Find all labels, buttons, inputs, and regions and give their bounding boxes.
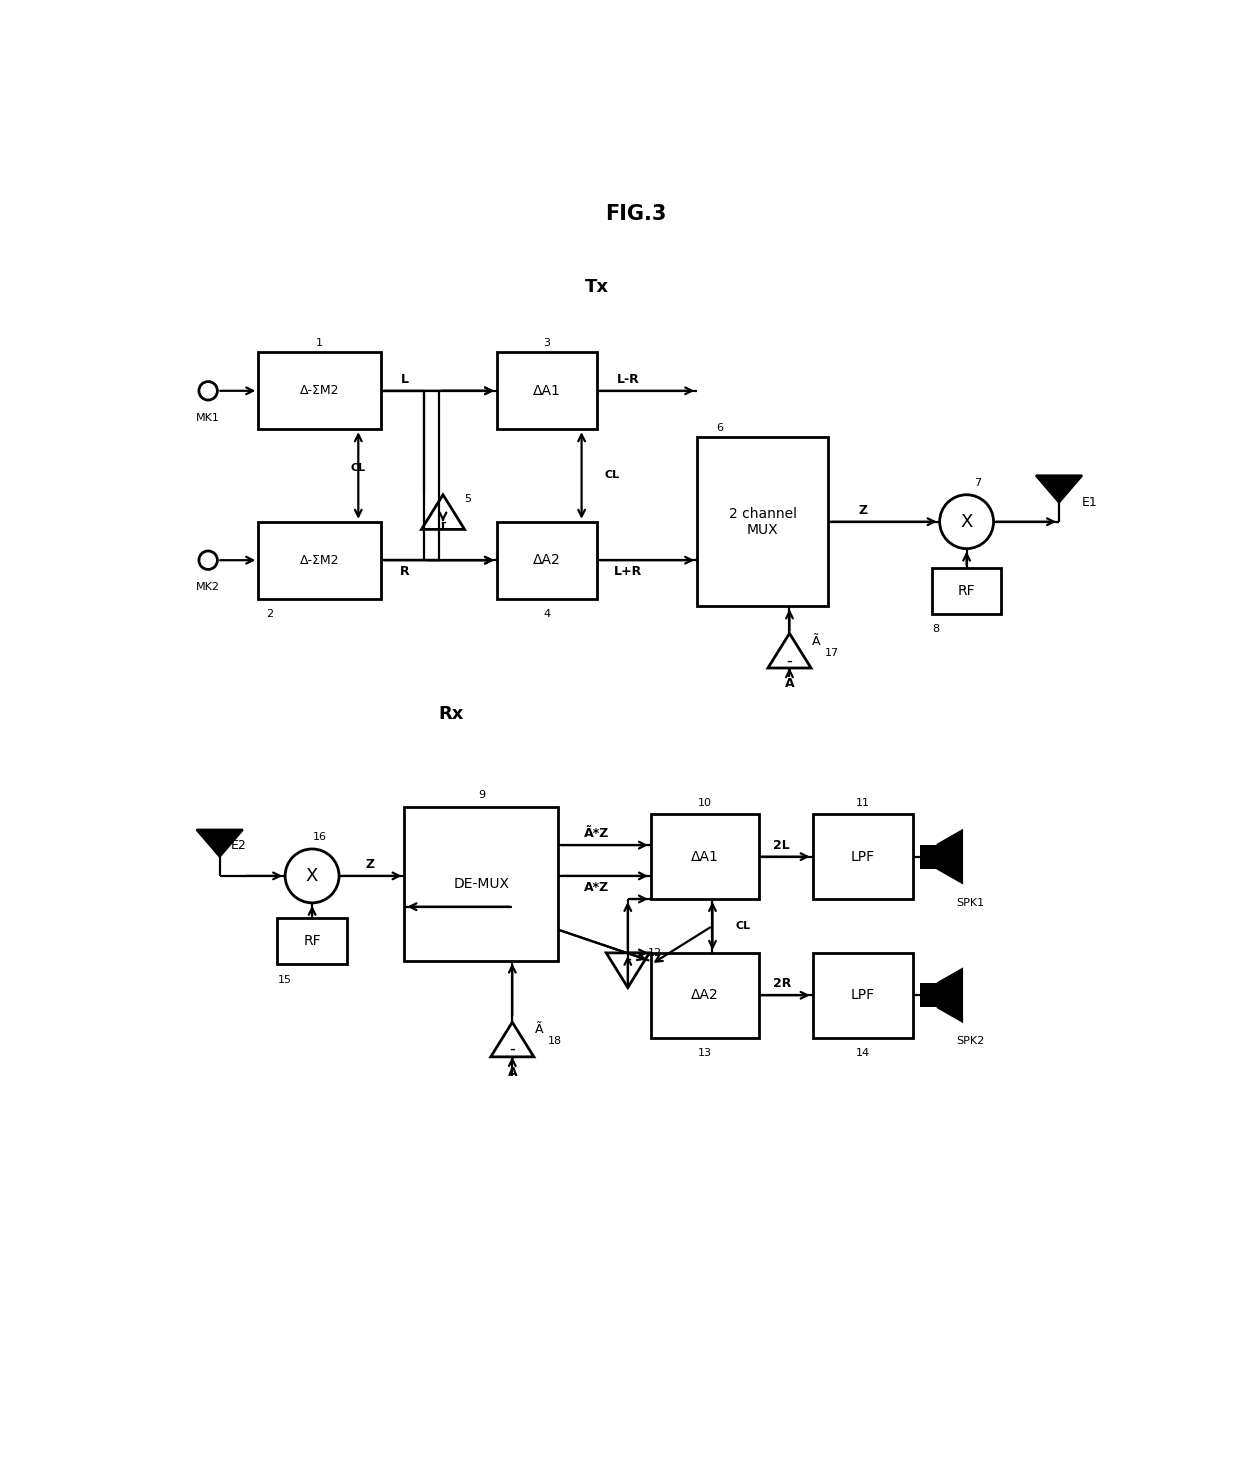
Circle shape bbox=[285, 848, 339, 902]
Text: 12: 12 bbox=[647, 948, 662, 958]
Text: MK1: MK1 bbox=[196, 413, 219, 423]
Text: CL: CL bbox=[605, 470, 620, 480]
Bar bbox=[920, 983, 937, 1007]
Bar bbox=[697, 437, 828, 606]
Text: -: - bbox=[440, 512, 446, 530]
Circle shape bbox=[198, 381, 217, 400]
Text: 2R: 2R bbox=[773, 977, 791, 990]
Text: 8: 8 bbox=[932, 625, 940, 635]
Text: X: X bbox=[961, 512, 973, 530]
Bar bbox=[920, 844, 937, 869]
Bar bbox=[258, 521, 382, 599]
Bar bbox=[651, 953, 759, 1038]
Text: Δ-ΣM2: Δ-ΣM2 bbox=[300, 384, 340, 397]
Text: ΔA2: ΔA2 bbox=[533, 553, 560, 566]
Text: ΔA1: ΔA1 bbox=[691, 850, 719, 864]
Text: DE-MUX: DE-MUX bbox=[454, 876, 510, 891]
Text: 4: 4 bbox=[543, 609, 551, 619]
Text: Ã*Z: Ã*Z bbox=[584, 826, 610, 839]
Text: Z: Z bbox=[366, 858, 374, 870]
Text: 16: 16 bbox=[312, 832, 327, 842]
Text: 7: 7 bbox=[975, 479, 982, 488]
Text: Rx: Rx bbox=[438, 705, 464, 723]
Text: Ã: Ã bbox=[812, 635, 821, 648]
Polygon shape bbox=[197, 829, 243, 857]
Text: X: X bbox=[306, 867, 319, 885]
Text: A*Z: A*Z bbox=[584, 880, 610, 894]
Text: 3: 3 bbox=[543, 339, 551, 347]
Text: 10: 10 bbox=[698, 797, 712, 807]
Text: L: L bbox=[401, 372, 408, 385]
Text: RF: RF bbox=[957, 584, 976, 599]
Circle shape bbox=[198, 550, 217, 569]
Text: -: - bbox=[786, 651, 792, 669]
Polygon shape bbox=[937, 969, 962, 1021]
Bar bbox=[932, 568, 1001, 615]
Text: -: - bbox=[625, 949, 631, 968]
Bar bbox=[278, 918, 347, 965]
Text: 18: 18 bbox=[548, 1037, 562, 1047]
Text: MK2: MK2 bbox=[196, 583, 221, 593]
Text: E2: E2 bbox=[231, 838, 247, 851]
Text: 9: 9 bbox=[477, 790, 485, 800]
Text: 2: 2 bbox=[267, 609, 273, 619]
Text: SPK1: SPK1 bbox=[956, 898, 985, 908]
Text: LPF: LPF bbox=[851, 850, 874, 864]
Text: Tx: Tx bbox=[585, 277, 609, 296]
Bar bbox=[258, 352, 382, 429]
Text: CL: CL bbox=[351, 463, 366, 473]
Text: 2L: 2L bbox=[774, 838, 790, 851]
Text: FIG.3: FIG.3 bbox=[605, 204, 666, 223]
Text: L-R: L-R bbox=[616, 372, 639, 385]
Text: 13: 13 bbox=[698, 1048, 712, 1058]
Text: RF: RF bbox=[304, 934, 321, 949]
Polygon shape bbox=[937, 831, 962, 883]
Text: ΔA1: ΔA1 bbox=[533, 384, 560, 397]
Text: R: R bbox=[399, 565, 409, 578]
Bar bbox=[404, 806, 558, 961]
Polygon shape bbox=[1035, 476, 1083, 502]
Text: LPF: LPF bbox=[851, 988, 874, 1002]
Text: 1: 1 bbox=[316, 339, 324, 347]
Text: Ã: Ã bbox=[534, 1023, 543, 1037]
Text: -: - bbox=[510, 1040, 516, 1058]
Text: 11: 11 bbox=[856, 797, 869, 807]
Text: SPK2: SPK2 bbox=[956, 1037, 985, 1047]
Text: CL: CL bbox=[735, 921, 751, 931]
Bar bbox=[497, 352, 596, 429]
Polygon shape bbox=[491, 1022, 534, 1057]
Text: A: A bbox=[785, 677, 795, 691]
Polygon shape bbox=[606, 953, 650, 987]
Text: 2 channel
MUX: 2 channel MUX bbox=[729, 507, 796, 537]
Polygon shape bbox=[768, 634, 811, 669]
Bar bbox=[497, 521, 596, 599]
Text: 6: 6 bbox=[717, 423, 724, 432]
Text: 14: 14 bbox=[856, 1048, 869, 1058]
Text: ΔA2: ΔA2 bbox=[691, 988, 719, 1002]
Text: 5: 5 bbox=[464, 493, 471, 504]
Polygon shape bbox=[422, 495, 465, 530]
Text: A: A bbox=[507, 1066, 517, 1079]
Text: Z: Z bbox=[858, 504, 867, 517]
Bar bbox=[651, 815, 759, 899]
Circle shape bbox=[940, 495, 993, 549]
Bar bbox=[812, 953, 913, 1038]
Text: L+R: L+R bbox=[614, 565, 642, 578]
Bar bbox=[812, 815, 913, 899]
Text: E1: E1 bbox=[1083, 496, 1097, 510]
Text: 17: 17 bbox=[825, 648, 839, 657]
Text: Δ-ΣM2: Δ-ΣM2 bbox=[300, 553, 340, 566]
Text: 15: 15 bbox=[278, 975, 293, 986]
